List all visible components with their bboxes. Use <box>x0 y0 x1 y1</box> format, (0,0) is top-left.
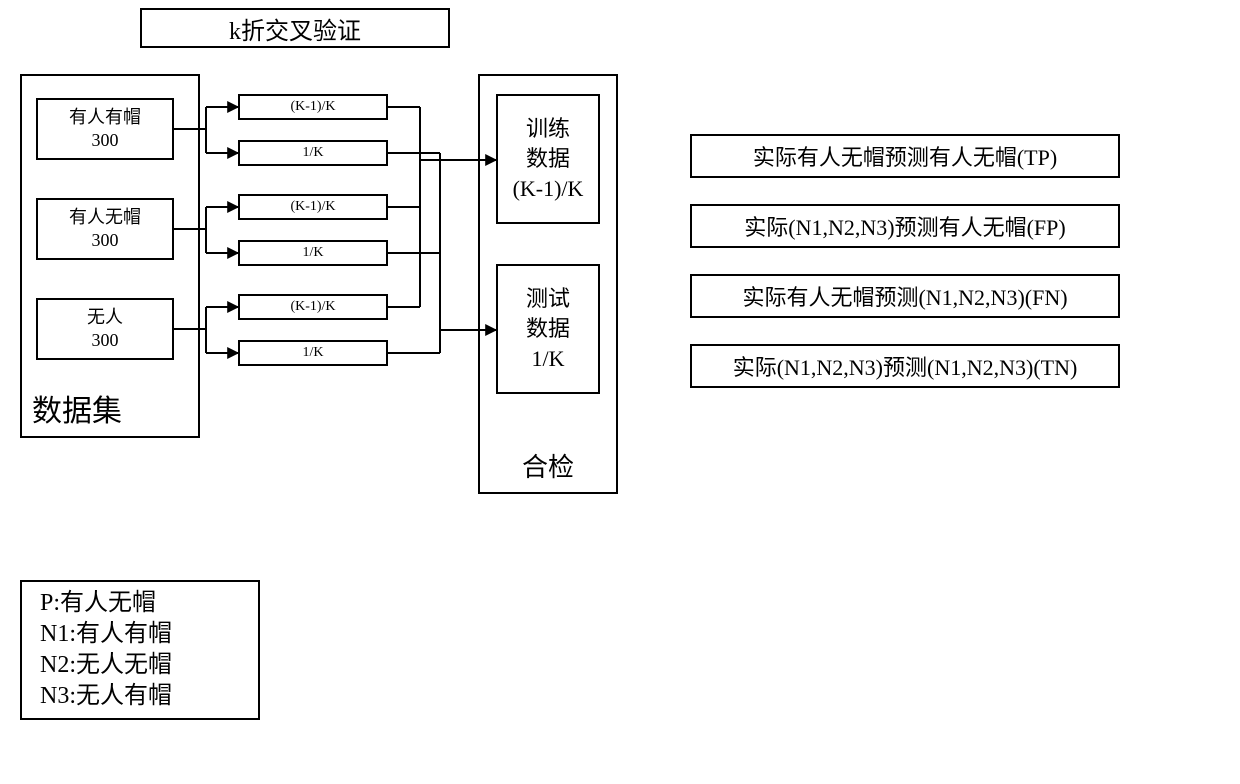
validation-label: 合检 <box>480 447 616 484</box>
split-text: 1/K <box>303 345 324 361</box>
train-line1: 训练 <box>526 114 570 144</box>
confusion-text: 实际(N1,N2,N3)预测(N1,N2,N3)(TN) <box>733 350 1078 382</box>
confusion-box-fp: 实际(N1,N2,N3)预测有人无帽(FP) <box>690 204 1120 248</box>
train-line2: 数据 <box>526 144 570 174</box>
test-line2: 数据 <box>526 314 570 344</box>
dataset-item-line2: 300 <box>92 329 119 352</box>
split-box: (K-1)/K <box>238 94 388 120</box>
legend-line: P:有人无帽 <box>40 588 156 619</box>
legend-line: N3:无人有帽 <box>40 681 172 712</box>
split-box: 1/K <box>238 140 388 166</box>
test-box: 测试 数据 1/K <box>496 264 600 394</box>
dataset-item-line2: 300 <box>92 229 119 252</box>
confusion-text: 实际有人无帽预测有人无帽(TP) <box>753 140 1057 172</box>
confusion-box-tn: 实际(N1,N2,N3)预测(N1,N2,N3)(TN) <box>690 344 1120 388</box>
dataset-item-line1: 有人有帽 <box>69 106 141 129</box>
test-line3: 1/K <box>532 344 565 374</box>
legend-line: N1:有人有帽 <box>40 619 172 650</box>
test-line1: 测试 <box>526 284 570 314</box>
split-text: (K-1)/K <box>290 99 335 115</box>
title-box: k折交叉验证 <box>140 8 450 48</box>
train-line3: (K-1)/K <box>513 174 584 204</box>
dataset-item: 有人有帽 300 <box>36 98 174 160</box>
dataset-item-line2: 300 <box>92 129 119 152</box>
train-box: 训练 数据 (K-1)/K <box>496 94 600 224</box>
confusion-box-tp: 实际有人无帽预测有人无帽(TP) <box>690 134 1120 178</box>
split-box: 1/K <box>238 340 388 366</box>
split-text: (K-1)/K <box>290 299 335 315</box>
split-text: (K-1)/K <box>290 199 335 215</box>
split-box: 1/K <box>238 240 388 266</box>
legend-line: N2:无人无帽 <box>40 650 172 681</box>
dataset-item: 无人 300 <box>36 298 174 360</box>
title-text: k折交叉验证 <box>229 11 361 46</box>
confusion-box-fn: 实际有人无帽预测(N1,N2,N3)(FN) <box>690 274 1120 318</box>
confusion-text: 实际(N1,N2,N3)预测有人无帽(FP) <box>744 210 1065 242</box>
split-box: (K-1)/K <box>238 194 388 220</box>
dataset-item-line1: 无人 <box>87 306 123 329</box>
dataset-item-line1: 有人无帽 <box>69 206 141 229</box>
split-box: (K-1)/K <box>238 294 388 320</box>
split-text: 1/K <box>303 245 324 261</box>
legend-box: P:有人无帽 N1:有人有帽 N2:无人无帽 N3:无人有帽 <box>20 580 260 720</box>
dataset-item: 有人无帽 300 <box>36 198 174 260</box>
confusion-text: 实际有人无帽预测(N1,N2,N3)(FN) <box>742 280 1067 312</box>
split-text: 1/K <box>303 145 324 161</box>
dataset-label: 数据集 <box>32 386 122 430</box>
